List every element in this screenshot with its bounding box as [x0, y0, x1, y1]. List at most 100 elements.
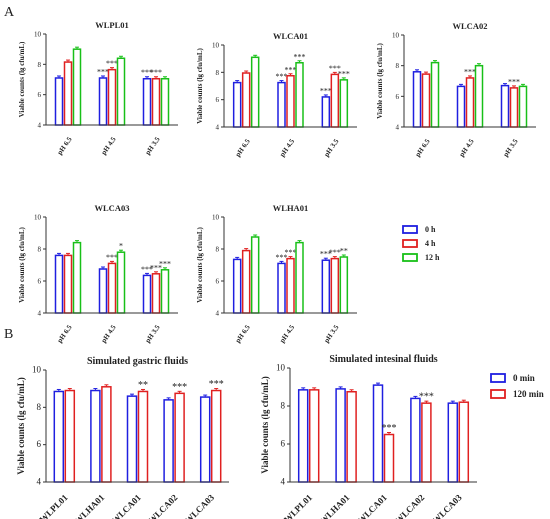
significance-label: ** — [340, 247, 348, 256]
significance-label: *** — [97, 67, 109, 76]
bar — [54, 254, 64, 314]
significance-label: *** — [159, 259, 171, 268]
y-tick-label: 8 — [38, 246, 42, 254]
bar — [54, 77, 64, 126]
y-tick-label: 10 — [276, 363, 286, 373]
chart-gastric: Simulated gastric fluids 4 6 8 10 Viable coun… — [16, 356, 229, 519]
y-axis-label: Viable counts (lg cfu/mL) — [196, 47, 204, 123]
bar — [430, 61, 440, 128]
significance-label: *** — [141, 265, 153, 274]
bar — [474, 64, 484, 128]
x-tick-label: WLCA02 — [393, 492, 427, 519]
chart-wlca01: WLCA01 4 6 8 10 Viable counts (lg cfu/mL) pH 6… — [196, 31, 357, 158]
chart-wlca03: WLCA03 4 6 8 10 Viable counts (lg cfu/mL) pH 6… — [18, 203, 178, 344]
y-tick-label: 10 — [212, 42, 220, 50]
bar — [241, 72, 251, 128]
bar — [447, 402, 459, 483]
significance-label: *** — [320, 250, 332, 259]
x-tick-label: WLHA01 — [73, 492, 107, 519]
x-tick-label: pH 4.5 — [278, 323, 296, 344]
chart-wlha01: WLHA01 4 6 8 10 Viable counts (lg cfu/mL) pH 6… — [196, 203, 357, 344]
bar — [509, 87, 519, 128]
bar — [421, 73, 431, 128]
bar — [107, 262, 117, 314]
bar — [383, 433, 395, 483]
x-tick-label: pH 6.5 — [234, 137, 252, 158]
bar — [142, 274, 152, 314]
x-tick-label: WLCA01 — [110, 492, 144, 519]
y-axis-label: Viable counts (lg cfu/mL) — [376, 42, 384, 118]
bar — [90, 389, 101, 483]
panel-b-letter: B — [4, 327, 13, 342]
bar — [295, 241, 304, 314]
significance-label: *** — [276, 253, 288, 262]
title-wlha01: WLHA01 — [273, 203, 308, 213]
bar — [277, 81, 286, 128]
significance-label: *** — [209, 379, 224, 390]
x-tick-label: pH 6.5 — [234, 323, 252, 344]
y-tick-label: 8 — [37, 402, 42, 412]
title-gastric: Simulated gastric fluids — [87, 356, 188, 367]
y-axis-label: Viable counts (lg cfu/mL) — [16, 377, 26, 474]
legend-swatch — [490, 373, 506, 383]
bar — [63, 61, 73, 126]
bar — [308, 389, 320, 483]
y-tick-label: 4 — [38, 122, 42, 130]
significance-label: *** — [329, 64, 341, 73]
y-tick-label: 6 — [38, 278, 42, 286]
bar — [335, 388, 346, 483]
y-tick-label: 6 — [37, 439, 42, 449]
bar — [458, 401, 470, 483]
panel-a-letter: A — [4, 5, 15, 20]
bar — [410, 397, 421, 483]
title-wlca01: WLCA01 — [273, 31, 308, 41]
bar — [64, 389, 76, 483]
bar — [330, 257, 340, 314]
x-tick-label: WLHA01 — [318, 492, 352, 519]
bar — [286, 257, 295, 314]
panel-b-legend: 0 min 120 min — [490, 373, 544, 399]
bar — [297, 389, 309, 483]
title-intestinal: Simulated intesinal fluids — [329, 354, 437, 365]
y-tick-label: 10 — [32, 365, 42, 375]
bar — [160, 269, 170, 314]
x-tick-label: WLCA02 — [146, 492, 180, 519]
x-tick-label: pH 3.5 — [144, 135, 162, 156]
y-axis-label: Viable counts (lg cfu/mL) — [196, 226, 204, 302]
bar — [277, 262, 286, 314]
bar — [116, 57, 126, 126]
title-wlca02: WLCA02 — [453, 21, 488, 31]
bar — [63, 254, 73, 314]
bar — [346, 391, 357, 483]
significance-label: *** — [419, 392, 434, 403]
panel-a-legend: 0 h 4 h 12 h — [402, 225, 440, 262]
significance-label: *** — [320, 86, 332, 95]
bar — [232, 81, 242, 128]
bar — [174, 392, 185, 483]
bar — [116, 251, 126, 314]
y-tick-label: 4 — [216, 124, 220, 132]
x-tick-label: pH 3.5 — [144, 323, 162, 344]
y-tick-label: 4 — [396, 124, 400, 132]
x-tick-label: WLCA03 — [430, 492, 464, 519]
legend-label: 0 min — [513, 373, 535, 383]
chart-intestinal: Simulated intesinal fluids 4 6 8 10 Viable co… — [260, 354, 477, 519]
bar — [412, 71, 422, 128]
significance-label: *** — [285, 65, 297, 74]
bar — [98, 77, 108, 126]
significance-label: *** — [276, 72, 288, 81]
y-tick-label: 6 — [216, 278, 220, 286]
bar — [210, 389, 222, 483]
y-tick-label: 10 — [34, 214, 42, 222]
significance-label: *** — [294, 52, 306, 61]
y-tick-label: 8 — [396, 62, 400, 70]
bar — [232, 258, 242, 314]
bar — [151, 77, 161, 126]
significance-label: *** — [329, 248, 341, 257]
significance-label: *** — [150, 263, 162, 272]
x-tick-label: pH 6.5 — [56, 135, 74, 156]
significance-label: *** — [150, 68, 162, 77]
title-wlca03: WLCA03 — [95, 203, 130, 213]
x-tick-label: pH 4.5 — [100, 323, 118, 344]
